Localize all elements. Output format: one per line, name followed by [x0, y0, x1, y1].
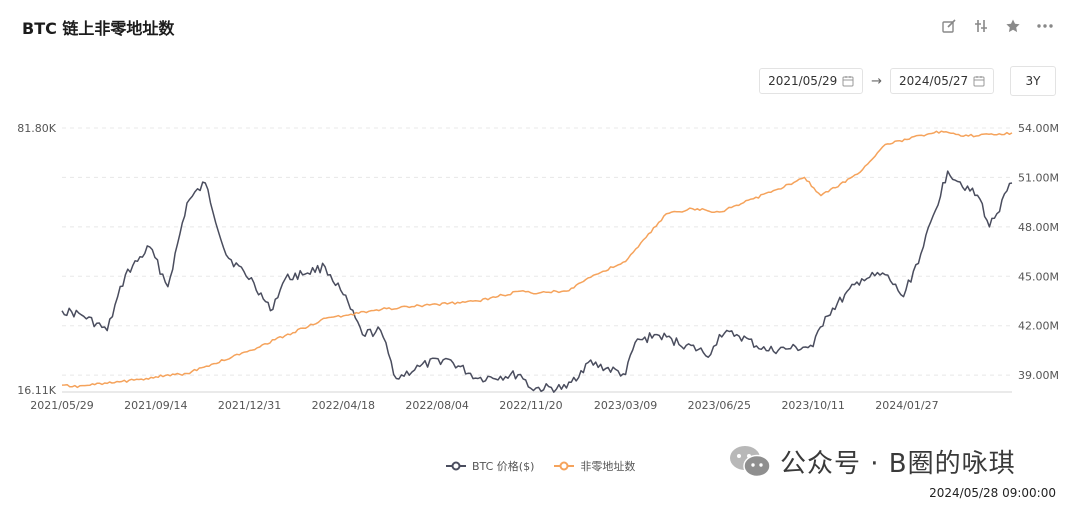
calendar-icon [973, 76, 985, 87]
legend-marker-btc [446, 461, 466, 471]
right-tick-label: 39.00M [1018, 369, 1059, 382]
start-date-input[interactable]: 2021/05/29 [759, 68, 864, 94]
range-arrow: → [871, 73, 882, 89]
date-range: 2021/05/29 → 2024/05/27 3Y [759, 66, 1056, 96]
x-tick-label: 2023/06/25 [688, 399, 751, 412]
x-tick-label: 2022/08/04 [405, 399, 468, 412]
star-icon[interactable] [1004, 17, 1022, 35]
x-tick-label: 2024/01/27 [875, 399, 938, 412]
compare-icon[interactable] [972, 17, 990, 35]
x-axis-ticks: 2021/05/29 2021/09/14 2021/12/31 2022/04/18… [30, 391, 1012, 412]
left-axis-ticks: 81.80K 16.11K [17, 122, 56, 397]
legend-item-btc[interactable]: BTC 价格($) [446, 458, 534, 474]
wechat-icon [730, 445, 771, 477]
grid-lines [62, 127, 1012, 376]
legend-marker-addr [554, 461, 575, 471]
end-date-value: 2024/05/27 [899, 74, 969, 88]
toolbar [940, 17, 1054, 35]
x-tick-label: 2021/12/31 [218, 399, 281, 412]
left-tick-label: 16.11K [17, 384, 56, 397]
period-3y-button[interactable]: 3Y [1010, 66, 1056, 96]
chart-title: BTC 链上非零地址数 [22, 19, 175, 38]
x-tick-label: 2023/10/11 [781, 399, 844, 412]
btc-price-line [61, 170, 1013, 393]
nonzero-address-line [61, 130, 1013, 389]
legend-label-btc: BTC 价格($) [472, 460, 535, 473]
right-tick-label: 51.00M [1018, 171, 1059, 184]
right-tick-label: 42.00M [1018, 320, 1059, 333]
edit-icon[interactable] [940, 17, 958, 35]
watermark: 公众号 · B圈的咏琪 [728, 443, 1016, 480]
right-tick-label: 48.00M [1018, 221, 1059, 234]
legend-label-addr: 非零地址数 [580, 460, 636, 473]
right-tick-label: 45.00M [1018, 270, 1059, 283]
legend: BTC 价格($) 非零地址数 [446, 458, 635, 474]
x-tick-label: 2023/03/09 [594, 399, 657, 412]
legend-item-addr[interactable]: 非零地址数 [554, 458, 635, 474]
timestamp: 2024/05/28 09:00:00 [929, 486, 1056, 500]
calendar-icon [842, 76, 854, 87]
more-icon[interactable] [1036, 17, 1054, 35]
right-tick-label: 54.00M [1018, 122, 1059, 135]
watermark-text: 公众号 · B圈的咏琪 [780, 449, 1016, 479]
x-tick-label: 2022/11/20 [499, 399, 562, 412]
x-tick-label: 2021/09/14 [124, 399, 187, 412]
end-date-input[interactable]: 2024/05/27 [890, 68, 994, 94]
left-tick-label: 81.80K [17, 122, 56, 135]
x-tick-label: 2021/05/29 [30, 399, 93, 412]
right-axis-ticks: 54.00M 51.00M 48.00M 45.00M 42.00M 39.00M [1018, 122, 1059, 382]
x-tick-label: 2022/04/18 [312, 399, 375, 412]
start-date-value: 2021/05/29 [768, 74, 838, 88]
series-group [61, 130, 1013, 393]
